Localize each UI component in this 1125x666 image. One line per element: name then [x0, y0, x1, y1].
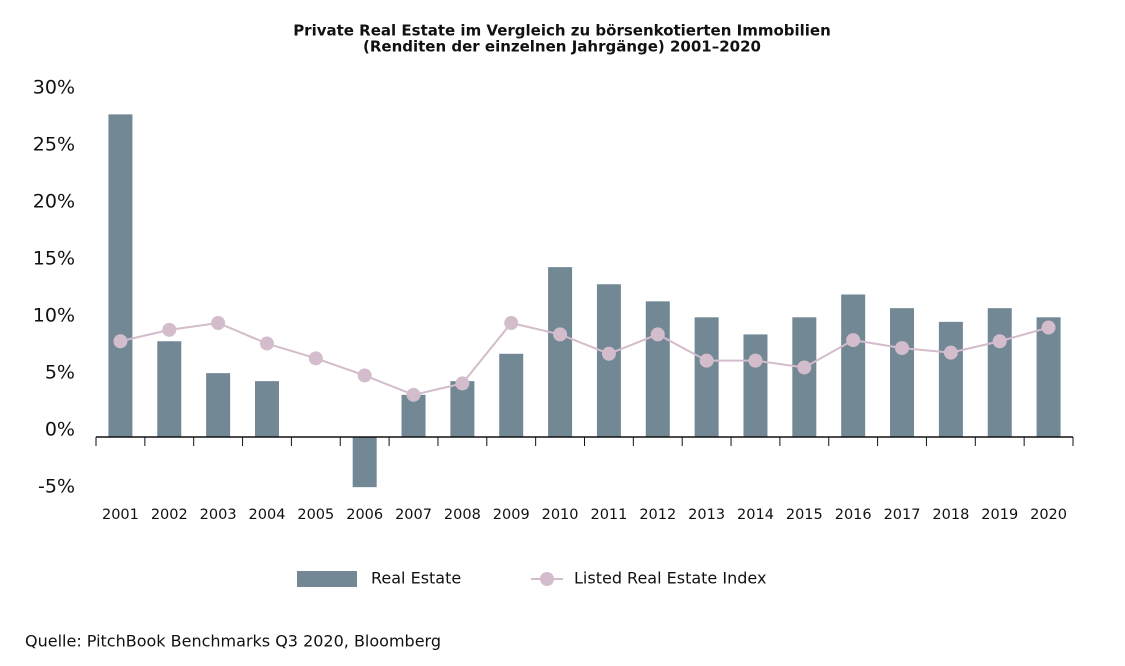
bar	[254, 381, 279, 437]
y-tick-label: 10%	[33, 305, 75, 327]
x-tick-label: 2011	[590, 507, 627, 523]
marker	[308, 351, 323, 366]
x-tick-label: 2004	[249, 507, 286, 523]
marker	[1041, 320, 1056, 335]
x-tick-label: 2014	[737, 507, 774, 523]
y-tick-label: 30%	[33, 77, 75, 99]
chart-title: Private Real Estate im Vergleich zu börs…	[293, 22, 831, 40]
bar	[450, 381, 475, 437]
bar	[987, 308, 1012, 437]
marker	[846, 333, 861, 348]
x-tick-label: 2013	[688, 507, 725, 523]
legend-swatch	[297, 571, 357, 587]
x-tick-label: 2015	[786, 507, 823, 523]
y-tick-label: 0%	[45, 419, 75, 441]
x-tick-label: 2001	[102, 507, 139, 523]
bar	[694, 317, 719, 437]
x-tick-label: 2005	[297, 507, 334, 523]
bar	[1036, 317, 1061, 437]
bar	[352, 437, 377, 488]
marker	[943, 345, 958, 360]
x-tick-label: 2010	[542, 507, 579, 523]
line	[120, 321, 1049, 396]
bar	[645, 301, 670, 437]
marker	[259, 336, 274, 351]
marker	[113, 334, 128, 349]
bar	[743, 334, 768, 437]
x-tick-label: 2003	[200, 507, 237, 523]
x-tick-label: 2017	[884, 507, 921, 523]
bar	[108, 114, 133, 437]
marker	[895, 341, 910, 356]
x-tick-label: 2002	[151, 507, 188, 523]
marker	[748, 353, 763, 368]
y-tick-label: -5%	[38, 476, 75, 498]
source: Quelle: PitchBook Benchmarks Q3 2020, Bl…	[25, 632, 441, 651]
marker	[357, 368, 372, 383]
x-tick-label: 2007	[395, 507, 432, 523]
bar	[841, 294, 866, 437]
bar	[499, 353, 524, 437]
x-tick-label: 2018	[932, 507, 969, 523]
y-tick-label: 5%	[45, 362, 75, 384]
marker	[650, 327, 665, 342]
x-tick-label: 2008	[444, 507, 481, 523]
bar	[890, 308, 915, 437]
x-tick-label: 2006	[346, 507, 383, 523]
marker	[992, 334, 1007, 349]
chart-subtitle: (Renditen der einzelnen Jahrgänge) 2001–…	[363, 38, 761, 56]
legend-marker	[540, 572, 554, 586]
x-tick-label: 2016	[835, 507, 872, 523]
bar	[938, 321, 963, 437]
legend-label: Real Estate	[371, 569, 461, 588]
bar	[548, 267, 573, 437]
marker	[211, 316, 226, 330]
bar	[157, 341, 182, 437]
y-tick-label: 25%	[33, 134, 75, 156]
marker	[797, 360, 812, 375]
bar	[792, 317, 817, 437]
y-tick-label: 15%	[33, 248, 75, 270]
x-tick-label: 2019	[981, 507, 1018, 523]
marker	[699, 353, 714, 368]
marker	[455, 376, 470, 391]
marker	[406, 387, 421, 402]
marker	[162, 322, 177, 337]
x-tick-label: 2020	[1030, 507, 1067, 523]
marker	[553, 327, 568, 342]
bar	[206, 373, 231, 437]
bar	[401, 394, 426, 437]
marker	[601, 346, 616, 361]
y-tick-label: 20%	[33, 191, 75, 213]
x-tick-label: 2012	[639, 507, 676, 523]
x-tick-label: 2009	[493, 507, 530, 523]
legend-label: Listed Real Estate Index	[574, 569, 766, 588]
marker	[504, 316, 519, 330]
